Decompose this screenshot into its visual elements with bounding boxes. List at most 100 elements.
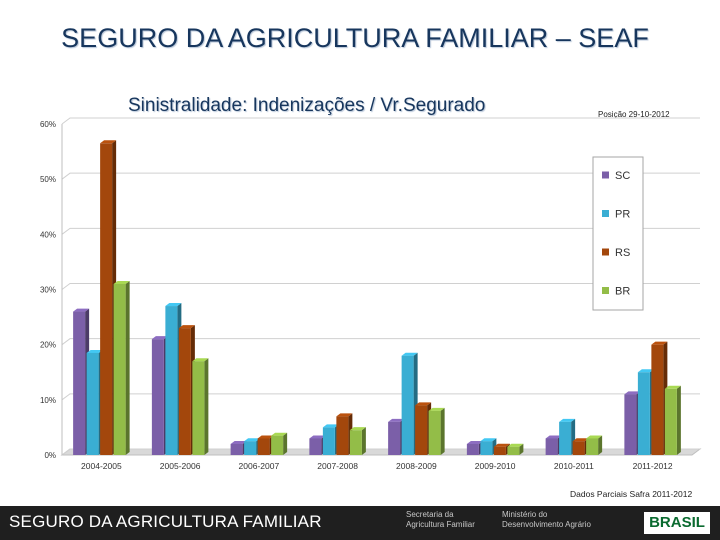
- x-tick-label: 2005-2006: [160, 461, 201, 471]
- y-tick-label: 20%: [40, 341, 56, 350]
- bar-sc: [388, 421, 401, 455]
- bar-pr: [637, 372, 650, 455]
- bar-pr: [322, 427, 335, 455]
- bar-top-br: [349, 427, 366, 431]
- bar-top-pr: [401, 352, 418, 356]
- bar-top-pr: [480, 438, 497, 442]
- bar-top-pr: [322, 424, 339, 428]
- legend-label-pr: PR: [615, 209, 630, 221]
- x-tick-label: 2008-2009: [396, 461, 437, 471]
- chart-subtitle: Sinistralidade: Indenizações / Vr.Segura…: [128, 95, 486, 116]
- legend-box: [592, 156, 644, 311]
- date-note: Posição 29-10-2012: [598, 110, 670, 119]
- bar-top-sc: [545, 435, 562, 439]
- bar-rs: [415, 405, 428, 455]
- page-title: SEGURO DA AGRICULTURA FAMILIAR – SEAF: [61, 23, 649, 53]
- bar-br: [271, 435, 284, 455]
- bar-top-sc: [466, 440, 483, 444]
- x-tick-label: 2004-2005: [81, 461, 122, 471]
- bar-top-sc: [151, 336, 168, 340]
- x-tick-label: 2011-2012: [633, 461, 673, 471]
- gridline: [61, 227, 700, 235]
- legend-label-sc: SC: [615, 170, 630, 182]
- bar-top-br: [428, 407, 445, 411]
- x-tick-label: 2009-2010: [475, 461, 516, 471]
- bar-top-rs: [100, 140, 117, 144]
- bar-top-rs: [178, 325, 195, 329]
- bar-br: [507, 446, 520, 455]
- bar-br: [428, 410, 441, 455]
- footer-bar: SEGURO DA AGRICULTURA FAMILIAR Secretari…: [0, 506, 720, 540]
- y-tick-label: 40%: [40, 230, 56, 239]
- bar-top-br: [664, 385, 681, 389]
- bar-side-br: [283, 432, 288, 455]
- bar-pr: [165, 306, 178, 455]
- bar-br: [664, 388, 677, 455]
- bar-top-br: [586, 435, 603, 439]
- x-tick-label: 2007-2008: [317, 461, 358, 471]
- bar-sc: [230, 443, 243, 455]
- bar-side-br: [125, 280, 130, 455]
- bar-top-sc: [230, 440, 247, 444]
- mda-logo-line-1: Ministério do: [502, 510, 548, 519]
- mda-logo-line-2: Desenvolvimento Agrário: [502, 520, 591, 529]
- bar-side-br: [519, 443, 524, 455]
- bar-sc: [466, 443, 479, 455]
- gridline: [61, 393, 700, 401]
- bar-top-pr: [637, 369, 654, 373]
- legend-swatch-sc: [602, 171, 609, 179]
- bar-top-pr: [559, 418, 576, 422]
- legend-label-rs: RS: [615, 247, 630, 259]
- bar-pr: [86, 352, 99, 455]
- saf-logo: Secretaria da Agricultura Familiar: [406, 510, 475, 530]
- bar-top-br: [113, 280, 130, 284]
- saf-logo-line-1: Secretaria da: [406, 510, 454, 519]
- bar-br: [192, 361, 205, 455]
- bar-side-br: [204, 358, 209, 455]
- bar-sc: [545, 438, 558, 455]
- bar-sc: [624, 394, 637, 455]
- bar-side-br: [598, 435, 603, 455]
- gridline: [61, 283, 700, 290]
- gridline: [61, 338, 700, 346]
- bar-top-rs: [257, 435, 274, 439]
- bar-top-sc: [309, 435, 326, 439]
- x-tick-label: 2010-2011: [554, 461, 594, 471]
- legend-swatch-rs: [602, 248, 609, 256]
- bar-top-br: [192, 358, 209, 362]
- bar-sc: [151, 339, 164, 455]
- y-tick-label: 0%: [44, 451, 56, 460]
- bar-side-br: [676, 385, 681, 455]
- brasil-logo: BRASIL: [644, 512, 710, 534]
- bar-br: [586, 438, 599, 455]
- bar-top-br: [507, 443, 524, 447]
- bar-pr: [401, 355, 414, 455]
- bar-top-rs: [493, 443, 510, 447]
- gridline: [61, 172, 700, 180]
- bar-top-rs: [415, 402, 432, 406]
- bar-rs: [100, 143, 113, 455]
- mda-logo: Ministério do Desenvolvimento Agrário: [502, 510, 591, 530]
- bar-top-pr: [86, 349, 103, 353]
- bar-top-pr: [165, 303, 182, 307]
- bar-top-rs: [651, 341, 668, 345]
- y-tick-label: 30%: [40, 286, 56, 295]
- bar-rs: [493, 446, 506, 455]
- source-note: Dados Parciais Safra 2011-2012: [570, 489, 693, 499]
- bar-top-sc: [624, 391, 641, 395]
- bar-pr: [480, 441, 493, 455]
- bar-rs: [178, 328, 191, 455]
- bar-top-rs: [336, 413, 353, 417]
- bar-rs: [257, 438, 270, 455]
- y-tick-label: 10%: [40, 396, 56, 405]
- bar-rs: [336, 416, 349, 455]
- gridline: [61, 117, 700, 125]
- bar-pr: [559, 421, 572, 455]
- y-tick-label: 50%: [40, 175, 56, 184]
- bar-side-br: [361, 427, 366, 455]
- bar-rs: [651, 344, 664, 455]
- bar-top-sc: [388, 418, 405, 422]
- legend-swatch-pr: [602, 210, 609, 217]
- y-tick-label: 60%: [40, 120, 56, 129]
- footer-text: SEGURO DA AGRICULTURA FAMILIAR: [9, 512, 322, 531]
